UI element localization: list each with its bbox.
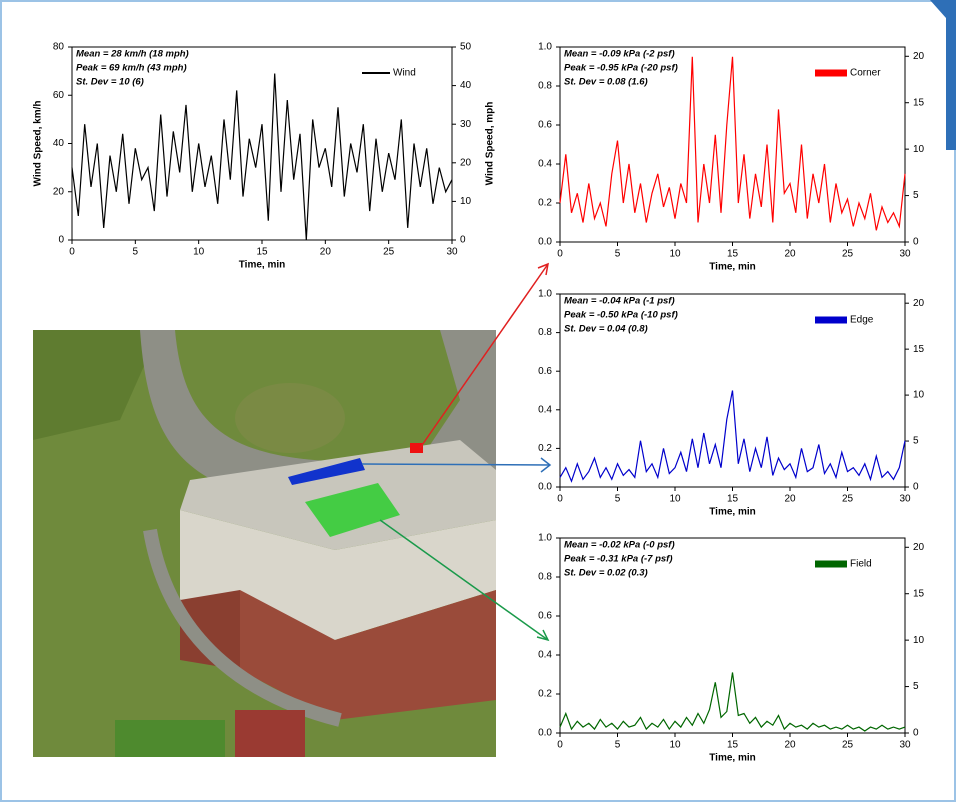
y2-tick-label: 30 bbox=[460, 119, 472, 130]
y-tick-label: 0 bbox=[58, 235, 64, 246]
y2-tick-label: 20 bbox=[913, 298, 925, 309]
x-tick-label: 25 bbox=[842, 494, 854, 505]
x-axis-label: Time, min bbox=[239, 260, 286, 271]
y-tick-label: 0.8 bbox=[538, 572, 552, 583]
y-tick-label: 0.0 bbox=[538, 728, 552, 739]
annotation: St. Dev = 0.04 (0.8) bbox=[564, 324, 648, 335]
y2-axis-label: Wind Speed, mph bbox=[485, 102, 496, 186]
figure: 05101520253002040608001020304050WindMean… bbox=[0, 0, 956, 802]
y-axis-label: Wind Speed, km/h bbox=[33, 100, 44, 186]
y2-tick-label: 0 bbox=[460, 235, 466, 246]
y-tick-label: 0.6 bbox=[538, 120, 552, 131]
y2-tick-label: 50 bbox=[460, 42, 472, 53]
x-axis-label: Time, min bbox=[709, 507, 756, 518]
legend-label: Wind bbox=[393, 68, 416, 79]
x-tick-label: 10 bbox=[193, 247, 205, 258]
annotation: St. Dev = 0.08 (1.6) bbox=[564, 77, 648, 88]
x-tick-label: 15 bbox=[727, 740, 739, 751]
y-tick-label: 0.4 bbox=[538, 650, 552, 661]
y2-tick-label: 0 bbox=[913, 728, 919, 739]
x-tick-label: 5 bbox=[133, 247, 139, 258]
y-tick-label: 0.2 bbox=[538, 198, 552, 209]
y-tick-label: 1.0 bbox=[538, 42, 552, 53]
x-tick-label: 0 bbox=[557, 740, 563, 751]
y2-tick-label: 40 bbox=[460, 80, 472, 91]
y2-tick-label: 20 bbox=[913, 542, 925, 553]
y2-tick-label: 15 bbox=[913, 344, 925, 355]
x-tick-label: 0 bbox=[69, 247, 75, 258]
x-tick-label: 30 bbox=[899, 494, 911, 505]
y2-tick-label: 5 bbox=[913, 436, 919, 447]
y-tick-label: 0.2 bbox=[538, 689, 552, 700]
x-tick-label: 30 bbox=[446, 247, 458, 258]
y-tick-label: 0.6 bbox=[538, 611, 552, 622]
y-tick-label: 1.0 bbox=[538, 289, 552, 300]
y2-tick-label: 5 bbox=[913, 190, 919, 201]
y2-tick-label: 15 bbox=[913, 588, 925, 599]
x-tick-label: 30 bbox=[899, 740, 911, 751]
x-tick-label: 25 bbox=[842, 740, 854, 751]
y-tick-label: 20 bbox=[53, 186, 65, 197]
x-tick-label: 0 bbox=[557, 249, 563, 260]
y2-tick-label: 10 bbox=[913, 635, 925, 646]
x-tick-label: 10 bbox=[669, 249, 681, 260]
x-tick-label: 15 bbox=[256, 247, 268, 258]
annotation: Mean = -0.09 kPa (-2 psf) bbox=[564, 49, 675, 60]
y2-tick-label: 0 bbox=[913, 237, 919, 248]
y-tick-label: 0.0 bbox=[538, 237, 552, 248]
annotation: Peak = -0.31 kPa (-7 psf) bbox=[564, 554, 673, 565]
aerial-photo bbox=[33, 330, 496, 757]
y-tick-label: 1.0 bbox=[538, 533, 552, 544]
x-tick-label: 20 bbox=[784, 494, 796, 505]
y-tick-label: 40 bbox=[53, 138, 65, 149]
legend-label: Corner bbox=[850, 68, 881, 79]
y2-tick-label: 20 bbox=[913, 51, 925, 62]
y2-tick-label: 10 bbox=[460, 196, 472, 207]
y-tick-label: 0.4 bbox=[538, 159, 552, 170]
x-axis-label: Time, min bbox=[709, 753, 756, 764]
x-tick-label: 0 bbox=[557, 494, 563, 505]
y-tick-label: 0.4 bbox=[538, 404, 552, 415]
legend-label: Field bbox=[850, 559, 872, 570]
y-tick-label: 60 bbox=[53, 90, 65, 101]
annotation: Mean = 28 km/h (18 mph) bbox=[76, 49, 189, 60]
x-tick-label: 25 bbox=[383, 247, 395, 258]
x-tick-label: 30 bbox=[899, 249, 911, 260]
page: {"chart_data": [ {"type": "line", "annot… bbox=[0, 0, 956, 802]
y-tick-label: 0.0 bbox=[538, 482, 552, 493]
annotation: Peak = -0.50 kPa (-10 psf) bbox=[564, 310, 678, 321]
y-tick-label: 0.6 bbox=[538, 366, 552, 377]
annotation: Mean = -0.04 kPa (-1 psf) bbox=[564, 296, 675, 307]
x-tick-label: 5 bbox=[615, 249, 621, 260]
y2-tick-label: 20 bbox=[460, 157, 472, 168]
y2-tick-label: 0 bbox=[913, 482, 919, 493]
y2-tick-label: 5 bbox=[913, 681, 919, 692]
x-tick-label: 20 bbox=[784, 740, 796, 751]
annotation: St. Dev = 0.02 (0.3) bbox=[564, 568, 648, 579]
x-tick-label: 20 bbox=[320, 247, 332, 258]
y2-tick-label: 15 bbox=[913, 97, 925, 108]
x-tick-label: 15 bbox=[727, 494, 739, 505]
legend-label: Edge bbox=[850, 315, 874, 326]
x-tick-label: 5 bbox=[615, 740, 621, 751]
y-tick-label: 80 bbox=[53, 42, 65, 53]
x-tick-label: 15 bbox=[727, 249, 739, 260]
annotation: Peak = -0.95 kPa (-20 psf) bbox=[564, 63, 678, 74]
y2-tick-label: 10 bbox=[913, 390, 925, 401]
x-tick-label: 25 bbox=[842, 249, 854, 260]
x-tick-label: 10 bbox=[669, 740, 681, 751]
x-tick-label: 20 bbox=[784, 249, 796, 260]
annotation: Mean = -0.02 kPa (-0 psf) bbox=[564, 540, 675, 551]
x-axis-label: Time, min bbox=[709, 262, 756, 273]
y-tick-label: 0.8 bbox=[538, 327, 552, 338]
y2-tick-label: 10 bbox=[913, 144, 925, 155]
y-tick-label: 0.2 bbox=[538, 443, 552, 454]
annotation: St. Dev = 10 (6) bbox=[76, 77, 144, 88]
annotation: Peak = 69 km/h (43 mph) bbox=[76, 63, 187, 74]
x-tick-label: 5 bbox=[615, 494, 621, 505]
y-tick-label: 0.8 bbox=[538, 81, 552, 92]
x-tick-label: 10 bbox=[669, 494, 681, 505]
